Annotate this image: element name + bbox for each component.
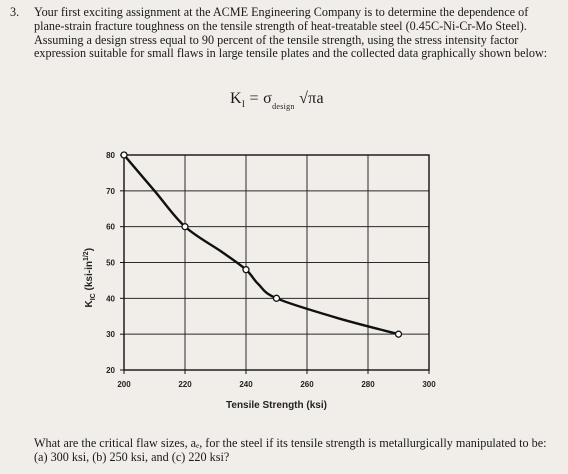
y-tick-label: 50 — [106, 259, 115, 268]
y-tick-label: 80 — [106, 151, 115, 160]
x-tick-label: 200 — [117, 380, 131, 389]
y-tick-label: 60 — [106, 223, 115, 232]
chart-svg: 200 220 240 260 280 300 20 30 40 50 60 70 80 Tensile … — [83, 151, 436, 411]
chart-labels: 200 220 240 260 280 300 20 30 40 50 60 70 80 Tensile … — [83, 151, 436, 411]
question-text: What are the critical flaw sizes, aₑ, fo… — [34, 436, 547, 464]
y-tick-label: 20 — [106, 366, 115, 375]
y-tick-label: 30 — [106, 330, 115, 339]
data-point — [242, 266, 250, 274]
chart-axes — [120, 154, 430, 374]
stress-intensity-formula: KI = σdesign √πa — [230, 90, 324, 111]
formula-lhs-sub: I — [241, 99, 246, 109]
y-axis-label: KIC (ksi-in1/2) — [83, 248, 97, 308]
data-point — [181, 223, 189, 231]
formula-lhs: K — [230, 90, 242, 107]
toughness-chart: 200 220 240 260 280 300 20 30 40 50 60 70 80 Tensile … — [70, 140, 450, 430]
x-tick-label: 300 — [422, 380, 436, 389]
data-point — [394, 330, 403, 338]
data-point — [272, 294, 281, 302]
x-tick-label: 280 — [361, 380, 375, 389]
x-tick-label: 260 — [300, 380, 314, 389]
chart-grid — [123, 154, 430, 371]
formula-sigma-sub: design — [272, 102, 295, 111]
problem-statement: 3. Your first exciting assignment at the… — [10, 5, 558, 61]
problem-text: Your first exciting assignment at the AC… — [34, 5, 548, 61]
y-tick-label: 40 — [106, 294, 115, 303]
formula-equals: = — [249, 90, 259, 107]
chart-curve — [120, 151, 403, 338]
data-point — [120, 151, 128, 159]
x-axis-label: Tensile Strength (ksi) — [226, 400, 327, 411]
problem-number: 3. — [10, 5, 20, 19]
toughness-curve — [123, 154, 399, 336]
x-tick-label: 220 — [178, 380, 192, 389]
formula-sigma: σ — [263, 90, 273, 107]
x-tick-label: 240 — [239, 380, 253, 389]
y-tick-label: 70 — [106, 187, 115, 196]
formula-radical: √πa — [299, 90, 324, 107]
